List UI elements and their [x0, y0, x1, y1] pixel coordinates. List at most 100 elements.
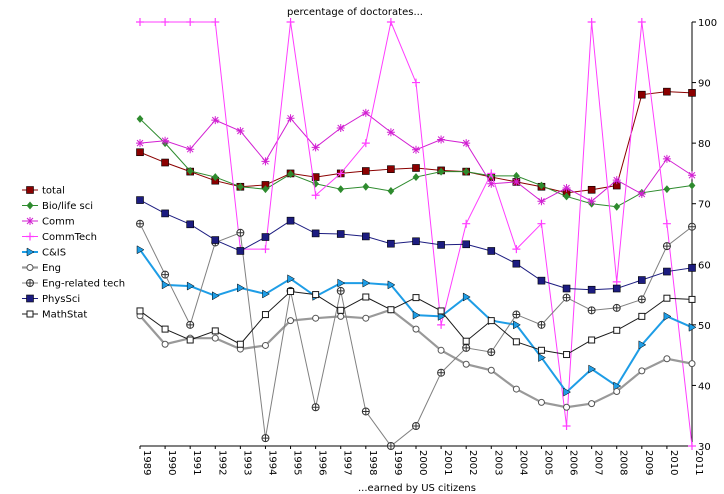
data-point	[311, 403, 320, 412]
x-axis-label: ...earned by US citizens	[358, 483, 476, 494]
legend-item: Eng	[22, 263, 61, 274]
data-point	[688, 442, 696, 450]
y-tick-label: 40	[698, 381, 711, 392]
data-point	[312, 314, 320, 322]
x-tick-label: 1991	[191, 450, 202, 475]
data-point	[613, 202, 621, 211]
data-point	[437, 368, 446, 377]
data-point	[161, 325, 169, 333]
data-point	[562, 422, 571, 431]
data-point	[638, 276, 646, 284]
data-point	[236, 247, 245, 255]
data-point	[688, 171, 696, 180]
data-point	[386, 442, 395, 450]
data-point	[261, 245, 270, 254]
x-tick-label: 1992	[216, 450, 227, 475]
series-physsci	[136, 196, 696, 294]
data-point	[161, 270, 170, 279]
data-point	[688, 222, 696, 231]
data-point	[563, 351, 571, 359]
x-tick-label: 2010	[668, 450, 679, 475]
data-point	[26, 217, 34, 225]
data-point	[236, 182, 244, 191]
data-point	[637, 295, 646, 304]
data-point	[387, 239, 395, 248]
data-point	[286, 18, 295, 26]
data-point	[613, 387, 621, 395]
legend-item: MathStat	[22, 310, 87, 321]
data-point	[662, 242, 671, 251]
data-point	[186, 281, 195, 291]
data-point	[136, 114, 144, 123]
data-point	[462, 337, 470, 345]
x-tick-label: 2005	[542, 450, 553, 475]
data-point	[512, 245, 521, 254]
legend-label: PhysSci	[42, 294, 80, 305]
data-point	[562, 183, 571, 192]
series-c-is	[136, 245, 697, 397]
data-point	[211, 236, 220, 244]
data-point	[587, 197, 596, 206]
data-point	[688, 264, 696, 272]
data-point	[262, 185, 269, 194]
legend-item: Eng-related tech	[22, 279, 125, 290]
data-point	[261, 311, 269, 319]
data-point	[437, 320, 446, 329]
data-point	[412, 173, 420, 182]
data-point	[337, 278, 346, 288]
data-point	[512, 338, 520, 346]
data-point	[287, 288, 295, 296]
data-point	[412, 145, 420, 154]
x-tick-label: 2009	[643, 450, 654, 475]
x-tick-label: 1999	[392, 450, 403, 475]
data-point	[437, 307, 445, 315]
data-point	[286, 114, 295, 123]
data-point	[638, 367, 646, 375]
x-tick-label: 1998	[367, 450, 378, 475]
data-point	[261, 341, 269, 349]
data-point	[588, 336, 596, 344]
legend-label: total	[42, 186, 65, 197]
series-comm	[136, 108, 696, 206]
data-point	[211, 173, 219, 182]
data-point	[562, 284, 571, 293]
data-point	[236, 340, 244, 348]
data-point	[26, 201, 34, 210]
x-tick-label: 1990	[166, 450, 177, 475]
series-bio-life-sci	[136, 114, 696, 211]
data-point	[663, 267, 671, 276]
legend-label: MathStat	[42, 310, 87, 321]
x-tick-label: 1993	[241, 450, 252, 475]
x-tick-label: 2011	[693, 450, 704, 475]
data-point	[412, 164, 420, 172]
data-point	[212, 291, 220, 301]
data-point	[361, 108, 370, 117]
data-point	[412, 237, 420, 246]
data-point	[336, 124, 345, 132]
data-point	[362, 182, 370, 191]
x-tick-label: 1995	[292, 450, 303, 475]
data-point	[286, 216, 295, 225]
data-point	[537, 398, 545, 406]
y-axis: 30 40 50 60 70 80 90 100	[692, 18, 717, 453]
legend-item: PhysSci	[22, 294, 80, 305]
data-point	[612, 303, 621, 312]
data-point	[136, 245, 145, 255]
data-point	[487, 179, 496, 188]
data-point	[688, 89, 696, 97]
data-point	[362, 293, 370, 301]
data-point	[412, 78, 420, 87]
data-point	[161, 136, 170, 145]
data-point	[512, 177, 521, 186]
data-point	[136, 307, 144, 315]
data-point	[287, 317, 295, 325]
data-point	[186, 320, 195, 329]
data-point	[26, 186, 34, 194]
data-point	[588, 400, 596, 408]
data-point	[311, 229, 320, 238]
data-point	[362, 278, 371, 288]
legend-label: Eng-related tech	[42, 279, 125, 290]
data-point	[261, 157, 270, 166]
data-point	[387, 187, 395, 195]
data-point	[26, 264, 34, 271]
